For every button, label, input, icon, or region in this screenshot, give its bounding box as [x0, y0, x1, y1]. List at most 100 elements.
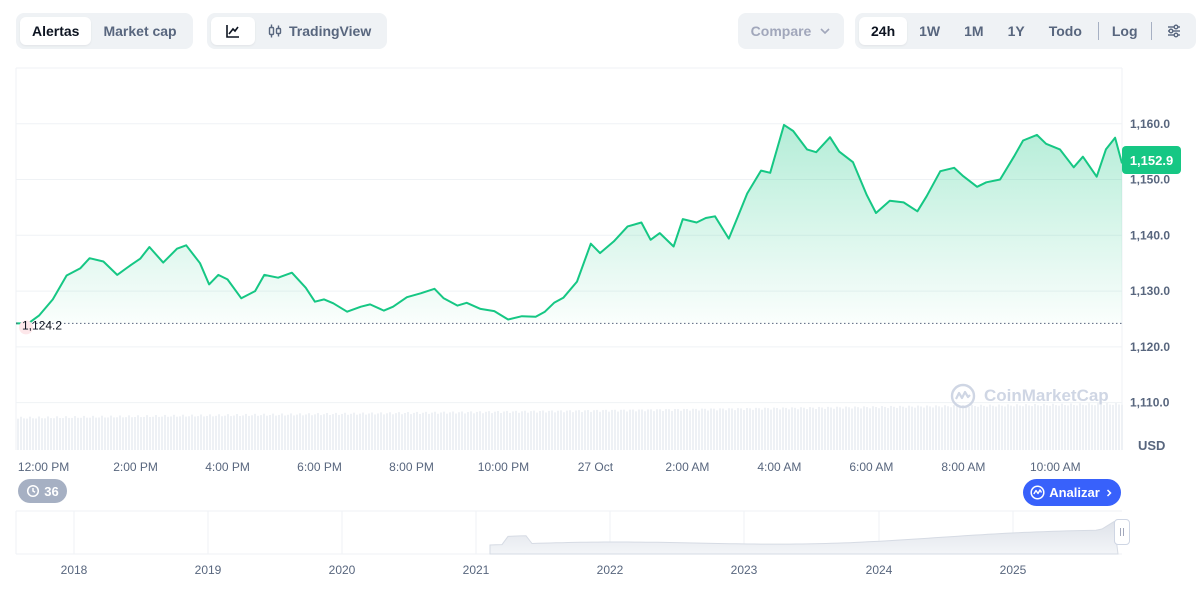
- volume-bar: [719, 408, 721, 450]
- volume-bar: [533, 410, 535, 450]
- history-badge[interactable]: 36: [18, 479, 67, 503]
- volume-bar: [986, 406, 988, 450]
- volume-bar: [1085, 405, 1087, 450]
- watermark: CoinMarketCap: [950, 382, 1109, 410]
- volume-bar: [860, 408, 862, 450]
- volume-bar: [473, 413, 475, 450]
- volume-bar: [914, 407, 916, 450]
- volume-bar: [1082, 404, 1084, 450]
- range-1y[interactable]: 1Y: [1007, 23, 1025, 39]
- volume-bar: [440, 412, 442, 450]
- volume-bar: [581, 412, 583, 450]
- volume-bar: [371, 412, 373, 450]
- volume-bar: [575, 410, 577, 450]
- volume-bar: [593, 410, 595, 450]
- volume-bar: [293, 415, 295, 450]
- price-line: [16, 123, 1123, 325]
- volume-bar: [962, 404, 964, 450]
- volume-bar: [248, 415, 250, 450]
- volume-bar: [128, 415, 130, 450]
- volume-bar: [599, 411, 601, 450]
- volume-bar: [1046, 405, 1048, 450]
- history-icon: [27, 484, 40, 498]
- volume-bar: [812, 407, 814, 450]
- volume-bar: [908, 405, 910, 450]
- volume-bar: [611, 409, 613, 450]
- range-1w[interactable]: 1W: [919, 23, 941, 39]
- volume-bar: [209, 414, 211, 450]
- volume-bar: [932, 407, 934, 450]
- chart-settings-button[interactable]: [1156, 17, 1192, 45]
- volume-bar: [872, 406, 874, 450]
- volume-bar: [398, 412, 400, 450]
- volume-bar: [131, 417, 133, 450]
- volume-bar: [107, 417, 109, 450]
- volume-bar: [113, 417, 115, 450]
- volume-bar: [347, 414, 349, 450]
- volume-bar: [386, 413, 388, 450]
- volume-bar: [878, 408, 880, 450]
- volume-bar: [1100, 404, 1102, 450]
- volume-bar: [716, 410, 718, 450]
- x-tick-label: 6:00 AM: [849, 460, 893, 474]
- volume-bar: [1097, 403, 1099, 450]
- volume-bar: [950, 407, 952, 450]
- analyze-button[interactable]: Analizar: [1023, 479, 1121, 506]
- x-tick-label: 2:00 PM: [113, 460, 158, 474]
- volume-bar: [800, 407, 802, 450]
- volume-bar: [1115, 402, 1117, 450]
- volume-bar: [152, 416, 154, 450]
- volume-bar: [302, 415, 304, 450]
- volume-bar: [155, 415, 157, 450]
- volume-bar: [425, 411, 427, 450]
- volume-bar: [71, 417, 73, 450]
- volume-bar: [806, 409, 808, 450]
- volume-bar: [1019, 405, 1021, 450]
- volume-bar: [875, 406, 877, 450]
- tab-market-cap[interactable]: Market cap: [103, 23, 177, 39]
- volume-bar: [545, 412, 547, 450]
- y-tick-label: 1,150.0: [1130, 173, 1170, 187]
- volume-bar: [830, 407, 832, 450]
- volume-bar: [713, 408, 715, 450]
- volume-bar: [281, 413, 283, 450]
- volume-bar: [233, 415, 235, 450]
- volume-bar: [887, 408, 889, 450]
- line-chart-button[interactable]: [211, 17, 255, 45]
- volume-bar: [572, 412, 574, 450]
- volume-bar: [500, 413, 502, 450]
- volume-bar: [770, 409, 772, 450]
- volume-bar: [326, 412, 328, 450]
- volume-bar: [191, 414, 193, 450]
- tab-alertas[interactable]: Alertas: [20, 17, 92, 45]
- volume-bar: [758, 408, 760, 450]
- compare-dropdown[interactable]: Compare: [738, 13, 844, 49]
- volume-bar: [974, 405, 976, 450]
- range-1m[interactable]: 1M: [964, 23, 984, 39]
- volume-bar: [449, 412, 451, 450]
- log-scale-button[interactable]: Log: [1111, 23, 1138, 39]
- volume-bar: [509, 412, 511, 450]
- volume-bar: [320, 415, 322, 450]
- volume-bar: [641, 409, 643, 450]
- range-24h[interactable]: 24h: [859, 17, 908, 45]
- volume-bar: [479, 411, 481, 450]
- tradingview-button[interactable]: TradingView: [255, 17, 383, 45]
- volume-bar: [1067, 405, 1069, 450]
- range-slider-handle[interactable]: [1114, 519, 1130, 545]
- volume-bar: [194, 416, 196, 450]
- volume-bar: [494, 411, 496, 450]
- volume-bar: [296, 414, 298, 450]
- volume-bar: [221, 416, 223, 450]
- range-todo[interactable]: Todo: [1048, 23, 1082, 39]
- volume-bar: [1118, 404, 1120, 450]
- volume-bar: [953, 405, 955, 450]
- volume-bar: [365, 414, 367, 450]
- volume-bar: [647, 409, 649, 450]
- volume-bar: [566, 410, 568, 450]
- x-tick-label: 8:00 PM: [389, 460, 434, 474]
- volume-bar: [89, 417, 91, 450]
- volume-bar: [518, 412, 520, 450]
- volume-bar: [341, 413, 343, 450]
